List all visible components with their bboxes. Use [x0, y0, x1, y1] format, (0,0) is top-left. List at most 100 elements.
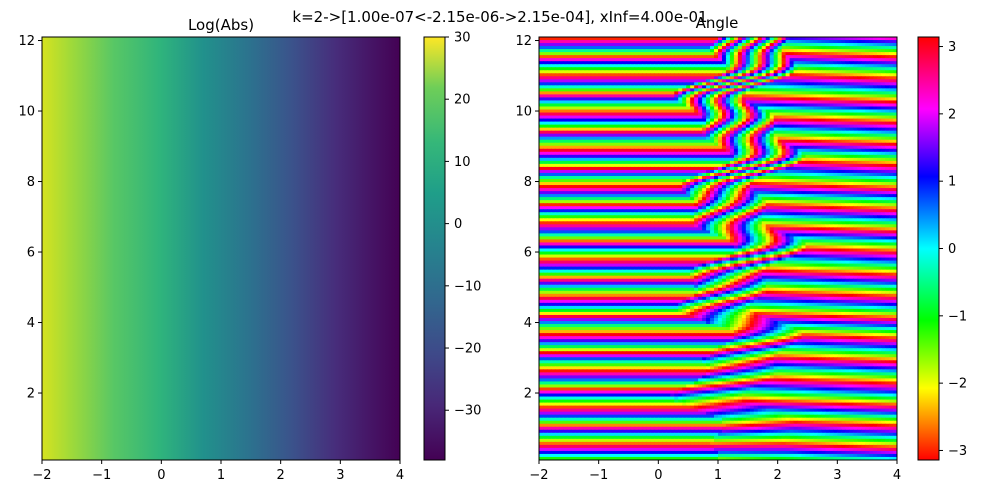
angle-cell	[566, 52, 572, 56]
angle-cell	[686, 58, 691, 62]
angle-cell	[889, 67, 894, 71]
angle-cell	[686, 55, 691, 59]
angle-cell	[606, 58, 612, 62]
angle-cell	[714, 58, 719, 62]
angle-cell	[873, 49, 878, 53]
angle-cell	[578, 58, 584, 62]
angle-cell	[861, 49, 866, 53]
angle-cell	[682, 70, 687, 74]
angle-cell	[614, 43, 620, 47]
angle-cell	[578, 64, 584, 68]
angle-cell	[694, 73, 699, 77]
angle-cell	[805, 46, 811, 50]
angle-cell	[773, 64, 779, 68]
angle-cell	[789, 46, 795, 50]
angle-cell	[638, 76, 644, 80]
angle-cell	[706, 64, 711, 68]
angle-cell	[618, 43, 624, 47]
angle-title: Angle	[696, 14, 739, 32]
angle-cell	[686, 64, 691, 68]
angle-cell	[614, 49, 620, 53]
angle-cell	[542, 61, 548, 65]
angle-cell	[662, 46, 667, 50]
angle-cell	[654, 61, 659, 65]
angle-cell	[825, 49, 830, 53]
angle-cell	[801, 64, 807, 68]
angle-cell	[773, 70, 779, 74]
angle-cell	[721, 58, 727, 62]
angle-cell	[630, 73, 636, 77]
angle-cell	[642, 46, 647, 50]
angle-cell	[562, 49, 568, 53]
angle-cell	[765, 70, 771, 74]
angle-cell	[885, 58, 890, 62]
angle-cell	[678, 55, 683, 59]
angle-cell	[801, 67, 807, 71]
angle-cell	[586, 73, 592, 77]
angle-cell	[718, 52, 723, 56]
angle-cell	[638, 58, 644, 62]
angle-cell	[757, 40, 763, 44]
angle-cell	[574, 40, 580, 44]
angle-cell	[539, 55, 544, 59]
angle-cell	[745, 55, 751, 59]
angle-cell	[893, 52, 897, 56]
angle-cell	[733, 40, 739, 44]
angle-cell	[646, 70, 651, 74]
log-abs-x-tick-label: 1	[217, 468, 225, 483]
angle-cell	[737, 55, 743, 59]
angle-cell	[666, 58, 671, 62]
angle-cell	[753, 40, 759, 44]
angle-cell	[634, 67, 640, 71]
angle-cell	[765, 37, 771, 41]
angle-cell	[737, 61, 743, 65]
angle-cell	[578, 76, 584, 80]
angle-cell	[793, 55, 799, 59]
angle-cell	[642, 52, 647, 56]
angle-cell	[885, 37, 890, 41]
log-abs-x-ticks: −2 −1 0 1 2 3 4	[32, 460, 404, 483]
angle-cell	[777, 40, 783, 44]
angle-cell	[674, 64, 679, 68]
angle-cell	[642, 64, 647, 68]
angle-cell	[813, 46, 819, 50]
log-abs-x-tick-label: 4	[396, 468, 404, 483]
angle-cell	[698, 58, 703, 62]
angle-cell	[654, 43, 659, 47]
angle-cell	[670, 70, 675, 74]
angle-cell	[729, 49, 735, 53]
angle-cell	[881, 55, 886, 59]
angle-cell	[554, 52, 560, 56]
angle-cell	[550, 46, 556, 50]
angle-cell	[694, 76, 699, 80]
angle-cell	[817, 67, 823, 71]
angle-cell	[877, 37, 882, 41]
angle-cell	[550, 61, 556, 65]
angle-cell	[849, 40, 854, 44]
angle-cell	[821, 55, 826, 59]
angle-cell	[610, 70, 616, 74]
angle-cell	[674, 67, 679, 71]
angle-cell	[718, 43, 723, 47]
angle-cell	[539, 67, 544, 71]
angle-cell	[690, 46, 695, 50]
angle-cell	[670, 73, 675, 77]
angle-cell	[881, 40, 886, 44]
angle-cell	[586, 52, 592, 56]
angle-cell	[546, 43, 552, 47]
angle-cell	[650, 46, 655, 50]
angle-cell	[753, 58, 759, 62]
angle-cell	[797, 52, 803, 56]
angle-cell	[674, 61, 679, 65]
angle-cell	[702, 58, 707, 62]
angle-cell	[654, 40, 659, 44]
angle-cell	[829, 73, 834, 77]
angle-cell	[594, 70, 600, 74]
angle-cell	[606, 76, 612, 80]
angle-cell	[606, 43, 612, 47]
angle-cell	[670, 67, 675, 71]
angle-cell	[845, 43, 850, 47]
angle-cell	[646, 49, 651, 53]
angle-cell	[610, 61, 616, 65]
